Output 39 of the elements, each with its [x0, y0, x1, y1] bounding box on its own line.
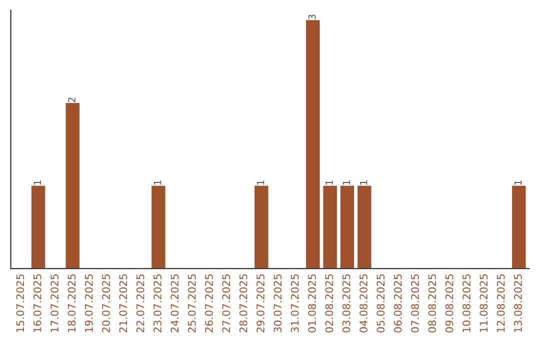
- data-label: 3: [308, 14, 316, 20]
- x-tick-label: 28.07.2025: [239, 274, 248, 332]
- x-tick-label: 13.08.2025: [514, 274, 522, 332]
- x-tick-label: 02.08.2025: [325, 274, 334, 332]
- x-tick-label: 01.08.2025: [308, 274, 316, 332]
- data-label: 1: [257, 180, 264, 185]
- x-tick-label: 20.07.2025: [102, 274, 110, 332]
- x-tick-label: 27.07.2025: [222, 274, 230, 332]
- x-tick-label: 11.08.2025: [480, 274, 488, 332]
- x-tick-label: 05.08.2025: [376, 274, 385, 332]
- x-tick-label: 22.07.2025: [136, 274, 144, 332]
- x-tick-label: 08.08.2025: [428, 274, 436, 332]
- x-tick-label: 29.07.2025: [256, 274, 264, 332]
- data-label: 1: [34, 180, 41, 185]
- x-tick-label: 23.07.2025: [154, 274, 162, 332]
- x-tick-label: 24.07.2025: [170, 274, 179, 332]
- x-tick-label: 15.07.2025: [16, 274, 24, 332]
- x-tick-label: 10.08.2025: [462, 274, 470, 332]
- x-tick-label: 26.07.2025: [205, 274, 213, 332]
- data-label: 1: [360, 180, 368, 185]
- x-tick-label: 04.08.2025: [360, 274, 368, 332]
- x-tick-label: 31.07.2025: [290, 274, 299, 332]
- x-tick-label: 16.07.2025: [33, 274, 42, 332]
- x-tick-label: 30.07.2025: [274, 274, 282, 332]
- x-tick-label: 06.08.2025: [394, 274, 402, 332]
- x-tick-label: 21.07.2025: [119, 274, 128, 332]
- x-tick-label: 18.07.2025: [68, 274, 76, 332]
- data-label: 1: [342, 180, 350, 185]
- data-label: 1: [514, 180, 522, 185]
- data-label: 1: [154, 180, 162, 185]
- data-label: 2: [68, 98, 76, 102]
- x-tick-label: 19.07.2025: [84, 274, 93, 332]
- x-tick-label: 17.07.2025: [50, 274, 58, 332]
- data-label: 1: [326, 180, 333, 185]
- x-tick-label: 07.08.2025: [411, 274, 419, 332]
- x-tick-label: 09.08.2025: [445, 274, 454, 332]
- x-tick-label: 03.08.2025: [342, 274, 350, 332]
- x-tick-label: 12.08.2025: [496, 274, 505, 332]
- x-tick-label: 25.07.2025: [188, 274, 196, 332]
